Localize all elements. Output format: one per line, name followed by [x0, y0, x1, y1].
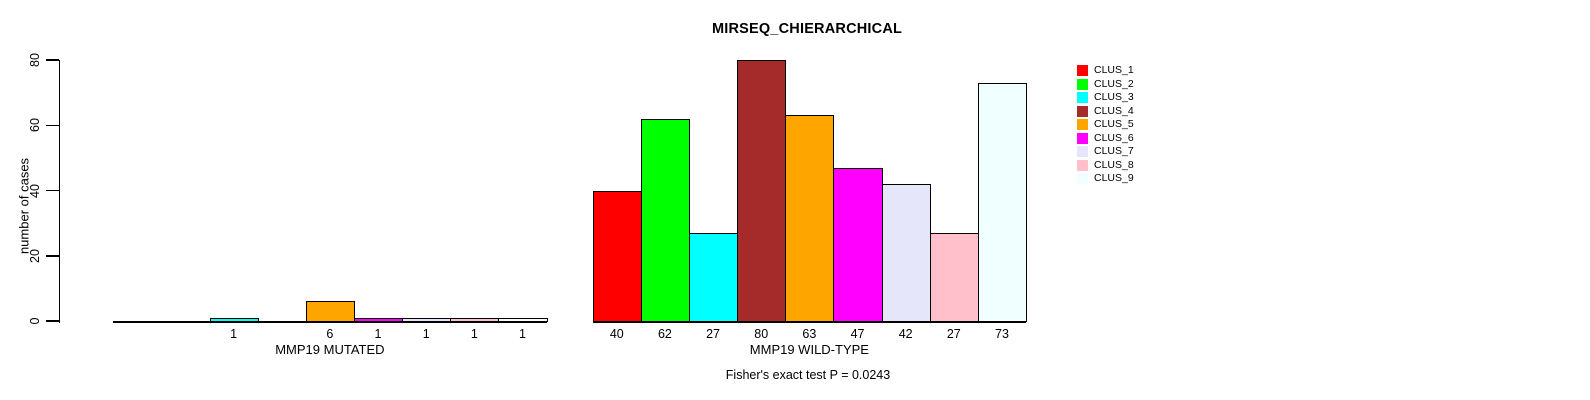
- legend-item: CLUS_7: [1077, 145, 1134, 159]
- y-tick-mark: [46, 59, 59, 61]
- bar-clus_2-wild-type: [640, 118, 690, 322]
- bar-value-label: 42: [898, 327, 913, 341]
- legend-swatch: [1077, 159, 1088, 171]
- legend: CLUS_1 CLUS_2 CLUS_3 CLUS_4 CLUS_5 CLUS_6 CLUS…: [1077, 64, 1134, 186]
- legend-item: CLUS_1: [1077, 64, 1134, 78]
- legend-item: CLUS_9: [1077, 172, 1134, 186]
- bar-clus_8-mutated: [450, 317, 500, 322]
- legend-swatch: [1077, 92, 1088, 104]
- legend-label: CLUS_4: [1094, 104, 1134, 117]
- bar-value-label: 1: [374, 327, 382, 341]
- bar-clus_5-wild-type: [785, 115, 835, 322]
- y-tick-label: 40: [28, 183, 42, 198]
- legend-swatch: [1077, 65, 1088, 77]
- bar-clus_6-wild-type: [833, 167, 883, 322]
- y-tick-mark: [46, 124, 59, 126]
- legend-label: CLUS_6: [1094, 131, 1134, 144]
- y-axis-label: number of cases: [16, 157, 32, 255]
- y-tick-label: 0: [28, 317, 42, 325]
- legend-label: CLUS_8: [1094, 158, 1134, 171]
- chart-title: MIRSEQ_CHIERARCHICAL: [711, 21, 903, 37]
- bar-clus_3-mutated: [209, 317, 259, 322]
- bar-value-label: 1: [518, 327, 526, 341]
- y-tick-label: 80: [28, 53, 42, 67]
- legend-item: CLUS_5: [1077, 118, 1134, 132]
- legend-item: CLUS_3: [1077, 91, 1134, 105]
- legend-swatch: [1077, 132, 1088, 144]
- bar-value-label: 47: [850, 327, 865, 341]
- bar-value-label: 27: [706, 327, 721, 341]
- bar-value-label: 63: [802, 327, 817, 341]
- legend-swatch: [1077, 78, 1088, 90]
- bar-clus_4-wild-type: [737, 60, 787, 322]
- legend-swatch: [1077, 146, 1088, 158]
- y-tick-mark: [46, 189, 59, 192]
- legend-label: CLUS_1: [1094, 64, 1134, 76]
- bar-clus_8-wild-type: [929, 232, 979, 322]
- bar-value-label: 40: [609, 327, 624, 341]
- bar-clus_7-wild-type: [881, 183, 931, 322]
- x-axis-group-label: MMP19 WILD-TYPE: [749, 342, 869, 357]
- y-tick-mark: [46, 320, 59, 322]
- bar-value-label: 80: [754, 327, 769, 341]
- bar-value-label: 73: [995, 327, 1009, 341]
- bar-clus_7-mutated: [402, 317, 452, 322]
- legend-label: CLUS_9: [1094, 172, 1134, 184]
- bar-value-label: 1: [230, 327, 238, 341]
- legend-swatch: [1077, 105, 1088, 117]
- legend-item: CLUS_6: [1077, 132, 1134, 146]
- legend-swatch: [1077, 173, 1088, 185]
- bar-clus_5-mutated: [305, 301, 355, 322]
- legend-item: CLUS_8: [1077, 159, 1134, 173]
- y-tick-label: 60: [28, 118, 42, 133]
- bar-value-label: 62: [657, 327, 672, 341]
- bar-clus_6-mutated: [353, 317, 404, 322]
- y-tick-mark: [46, 255, 59, 257]
- legend-swatch: [1077, 119, 1088, 131]
- y-axis: [58, 59, 60, 323]
- legend-label: CLUS_7: [1094, 145, 1134, 157]
- bar-clus_9-wild-type: [977, 82, 1028, 322]
- fisher-test-annotation: Fisher's exact test P = 0.0243: [725, 368, 891, 382]
- legend-item: CLUS_2: [1077, 78, 1134, 92]
- bar-value-label: 1: [470, 327, 478, 341]
- bar-clus_9-mutated: [498, 317, 548, 322]
- bar-clus_1-wild-type: [592, 190, 642, 322]
- bar-clus_3-wild-type: [689, 232, 739, 322]
- bar-value-label: 27: [946, 327, 961, 341]
- legend-label: CLUS_3: [1094, 91, 1134, 103]
- y-tick-label: 20: [28, 248, 42, 263]
- bar-value-label: 6: [326, 327, 334, 341]
- legend-item: CLUS_4: [1077, 105, 1134, 119]
- x-axis-group-label: MMP19 MUTATED: [275, 342, 385, 357]
- legend-label: CLUS_2: [1094, 77, 1134, 90]
- bar-value-label: 1: [422, 327, 430, 341]
- legend-label: CLUS_5: [1094, 118, 1134, 130]
